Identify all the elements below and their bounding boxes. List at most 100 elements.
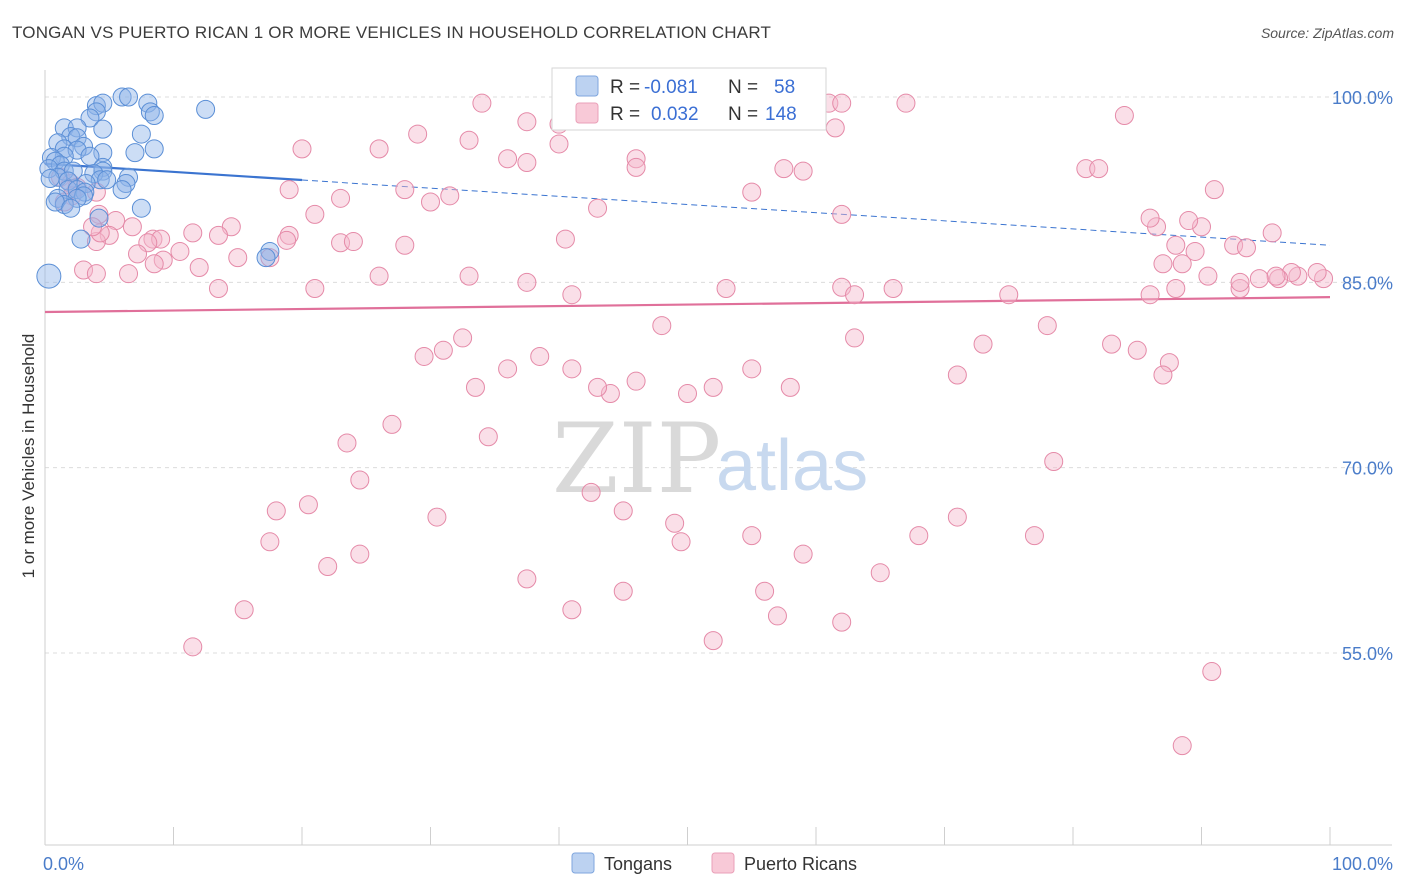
puerto-rican-point-145 [793,544,813,564]
tongan-point-36 [90,170,110,190]
puerto-rican-point-130 [382,414,402,434]
puerto-rican-point-103 [1204,180,1224,200]
tongan-point-56 [256,248,276,268]
puerto-rican-point-134 [266,501,286,521]
legend-swatch-tongans [575,75,599,97]
puerto-rican-point-113 [1153,365,1173,385]
chart-source: Source: ZipAtlas.com [1261,25,1394,41]
puerto-rican-point-58 [128,244,148,264]
puerto-rican-point-124 [530,346,550,366]
puerto-rican-point-136 [318,557,338,577]
puerto-rican-point-89 [1266,266,1286,286]
puerto-rican-point-37 [279,225,299,245]
puerto-rican-point-16 [549,134,569,154]
puerto-rican-point-140 [613,501,633,521]
tongan-point-0 [112,87,132,107]
tongan-point-35 [40,169,60,189]
puerto-rican-point-70 [119,264,139,284]
puerto-rican-point-109 [1037,316,1057,336]
puerto-rican-point-75 [517,272,537,292]
puerto-rican-point-23 [774,159,794,179]
puerto-rican-point-137 [350,544,370,564]
tongan-point-22 [144,139,164,159]
puerto-rican-point-158 [234,600,254,620]
legend-n-value-1: 58 [774,77,795,98]
puerto-rican-point-0 [472,93,492,113]
puerto-rican-point-117 [703,377,723,397]
legend-n-value-2: 148 [765,104,797,125]
y-tick-label-2: 85.0% [1342,273,1393,293]
puerto-rican-point-6 [832,93,852,113]
puerto-rican-point-60 [277,230,297,250]
y-tick-label-3: 100.0% [1332,88,1393,108]
legend-r-value-1: -0.081 [644,77,698,98]
puerto-rican-point-94 [1185,241,1205,261]
puerto-rican-point-139 [581,482,601,502]
puerto-rican-point-111 [1127,340,1147,360]
puerto-rican-point-21 [517,152,537,172]
legend-r-label-1: R = [610,77,640,98]
puerto-rican-point-24 [793,161,813,181]
puerto-rican-point-59 [208,225,228,245]
tongan-point-44 [112,180,132,200]
puerto-rican-point-126 [588,377,608,397]
tongan-point-6 [140,102,160,122]
tongan-point-1 [119,87,139,107]
puerto-rican-point-154 [517,569,537,589]
y-tick-label-1: 70.0% [1342,459,1393,479]
puerto-rican-point-73 [305,279,325,299]
puerto-rican-point-65 [189,258,209,278]
puerto-rican-point-27 [395,180,415,200]
puerto-rican-point-122 [453,328,473,348]
legend-n-label-2: N = [728,104,758,125]
puerto-rican-point-48 [122,217,142,237]
puerto-rican-point-144 [742,526,762,546]
puerto-rican-extra-point-0 [1172,736,1192,756]
puerto-rican-point-141 [665,513,685,533]
puerto-rican-point-101 [1236,238,1256,258]
trend-line-dashed-0 [301,179,1331,246]
trend-line-solid-1 [44,296,1331,314]
tongan-point-51 [61,198,81,218]
puerto-rican-point-86 [1307,262,1327,282]
bottom-legend-puerto-ricans: Puerto Ricans [744,854,857,874]
tongan-point-5 [196,99,216,119]
puerto-rican-point-77 [716,279,736,299]
puerto-rican-point-132 [350,470,370,490]
puerto-rican-point-104 [1230,272,1250,292]
puerto-rican-point-91 [1198,266,1218,286]
puerto-rican-point-120 [414,346,434,366]
puerto-rican-point-14 [408,124,428,144]
puerto-rican-point-106 [652,316,672,336]
puerto-rican-point-67 [144,254,164,274]
puerto-rican-point-142 [755,581,775,601]
puerto-rican-point-118 [678,384,697,404]
puerto-rican-point-18 [369,139,389,159]
puerto-rican-point-148 [1044,451,1064,471]
bottom-legend-tongans: Tongans [604,854,672,874]
watermark-zip: ZIP [552,403,721,515]
y-axis-label: 1 or more Vehicles in Household [19,334,38,579]
legend-n-label-1: N = [728,77,758,98]
tongan-point-12 [93,119,113,139]
x-tick-label-1: 100.0% [1332,854,1393,874]
puerto-rican-point-147 [947,507,967,527]
puerto-rican-point-131 [337,433,357,453]
puerto-rican-point-13 [825,118,845,138]
puerto-rican-point-123 [498,359,518,379]
puerto-rican-point-62 [395,235,415,255]
bottom-legend-swatch-puerto-ricans [711,852,735,874]
puerto-rican-point-69 [86,264,106,284]
puerto-rican-point-81 [1140,285,1160,305]
puerto-rican-point-39 [555,229,575,249]
puerto-rican-point-54 [90,223,110,243]
tongan-point-21 [125,143,145,163]
puerto-rican-point-72 [459,266,479,286]
puerto-rican-point-68 [74,260,94,280]
puerto-rican-point-30 [440,186,460,206]
puerto-rican-point-108 [973,334,993,354]
puerto-rican-point-32 [421,192,440,212]
puerto-rican-point-135 [260,532,280,552]
puerto-rican-point-90 [1249,269,1269,289]
tongan-point-20 [93,143,113,163]
